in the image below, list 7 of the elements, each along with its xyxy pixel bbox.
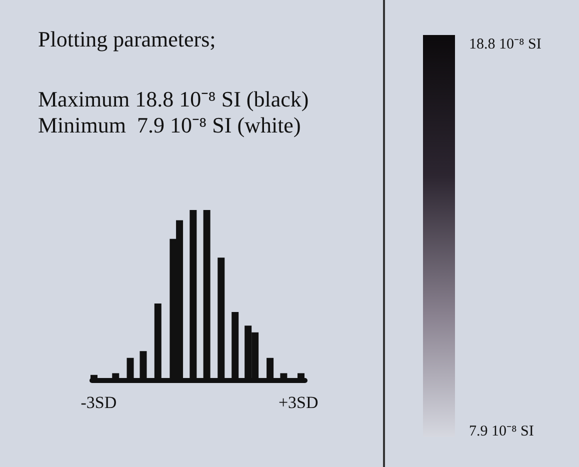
x-tick-label: -3SD [80,393,117,412]
x-tick-label: +3SD [278,393,318,412]
text: Minimum 7.9 10⁻⁸ SI (white) [38,112,301,138]
text: Maximum 18.8 10⁻⁸ SI (black) [38,86,309,112]
text: 7.9 10⁻⁸ SI [469,424,534,440]
chart-title: Plotting parameters; [38,26,216,52]
text: 18.8 10⁻⁸ SI [469,36,542,52]
